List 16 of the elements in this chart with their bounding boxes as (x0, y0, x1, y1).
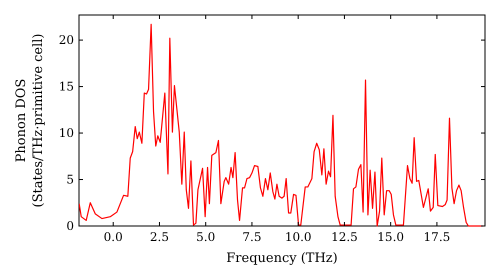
y-tick-label: 0 (66, 219, 74, 233)
x-tick-label: 15.0 (377, 230, 404, 244)
y-tick-label: 15 (58, 80, 74, 94)
y-tick-label: 20 (58, 33, 74, 48)
y-tick-label: 10 (58, 126, 74, 140)
x-tick-label: 7.5 (242, 230, 262, 244)
x-tick-label: 0.0 (104, 230, 123, 244)
x-tick-label: 12.5 (331, 230, 358, 244)
line-series (79, 24, 484, 227)
y-axis-title: Phonon DOS (States/THz·primitive cell) (14, 33, 46, 208)
x-tick-label: 2.5 (150, 230, 170, 244)
x-tick-label: 10.0 (284, 230, 312, 244)
x-tick-label: 5.0 (196, 230, 216, 244)
x-axis-title: Frequency (THz) (226, 251, 338, 266)
x-tick-label: 17.5 (424, 230, 450, 244)
y-tick-label: 5 (66, 172, 74, 187)
